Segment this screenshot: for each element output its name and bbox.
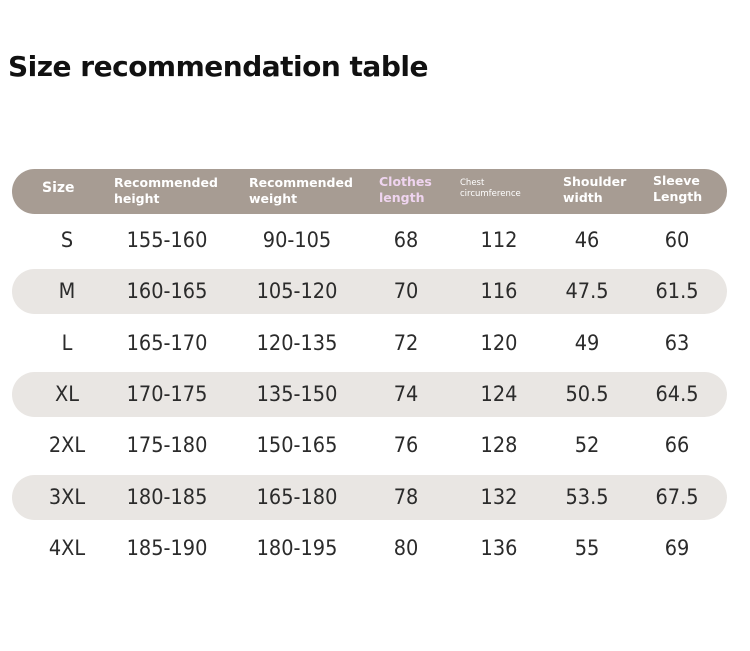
cell-shoulder: 50.5 — [565, 382, 609, 406]
cell-length: 76 — [393, 433, 419, 457]
cell-weight: 165-180 — [256, 485, 338, 509]
header-height-line2: height — [114, 191, 160, 206]
header-clothes-length: Clothes length — [379, 174, 432, 206]
header-recommended-height: Recommended height — [114, 175, 218, 207]
cell-shoulder: 49 — [574, 331, 600, 355]
cell-sleeve: 60 — [664, 228, 690, 252]
cell-sleeve: 61.5 — [655, 279, 699, 303]
cell-size: 2XL — [48, 433, 86, 457]
cell-chest: 128 — [480, 433, 518, 457]
cell-sleeve: 66 — [664, 433, 690, 457]
cell-chest: 132 — [480, 485, 518, 509]
header-weight-line1: Recommended — [249, 175, 353, 190]
header-height-line1: Recommended — [114, 175, 218, 190]
cell-shoulder: 47.5 — [565, 279, 609, 303]
cell-size: L — [61, 331, 73, 355]
cell-weight: 105-120 — [256, 279, 338, 303]
cell-height: 175-180 — [126, 433, 208, 457]
header-chest-circumference: Chest circumference — [460, 178, 521, 200]
cell-size: 4XL — [48, 536, 86, 560]
cell-chest: 112 — [480, 228, 518, 252]
cell-length: 74 — [393, 382, 419, 406]
cell-length: 80 — [393, 536, 419, 560]
header-chest-line1: Chest — [460, 178, 485, 188]
cell-size: XL — [54, 382, 80, 406]
header-weight-line2: weight — [249, 191, 298, 206]
cell-sleeve: 69 — [664, 536, 690, 560]
header-shoulder-width: Shoulder width — [563, 174, 626, 206]
cell-height: 170-175 — [126, 382, 208, 406]
table-row: S 155-160 90-105 68 112 46 60 — [12, 218, 727, 263]
table-header: Size Recommended height Recommended weig… — [12, 169, 727, 214]
cell-size: 3XL — [48, 485, 86, 509]
cell-weight: 180-195 — [256, 536, 338, 560]
cell-size: S — [60, 228, 74, 252]
cell-sleeve: 64.5 — [655, 382, 699, 406]
header-shoulder-line2: width — [563, 190, 603, 205]
header-length-line2: length — [379, 190, 425, 205]
cell-height: 165-170 — [126, 331, 208, 355]
header-shoulder-line1: Shoulder — [563, 174, 627, 189]
cell-height: 185-190 — [126, 536, 208, 560]
table-row: 2XL 175-180 150-165 76 128 52 66 — [12, 423, 727, 468]
header-size-label: Size — [42, 180, 75, 196]
table-row: XL 170-175 135-150 74 124 50.5 64.5 — [12, 372, 727, 417]
cell-weight: 90-105 — [262, 228, 332, 252]
cell-chest: 136 — [480, 536, 518, 560]
header-size: Size — [42, 179, 75, 197]
cell-weight: 135-150 — [256, 382, 338, 406]
cell-shoulder: 53.5 — [565, 485, 609, 509]
table-row: 4XL 185-190 180-195 80 136 55 69 — [12, 526, 727, 571]
cell-length: 70 — [393, 279, 419, 303]
cell-height: 160-165 — [126, 279, 208, 303]
cell-height: 180-185 — [126, 485, 208, 509]
header-sleeve-line2: Length — [653, 189, 703, 204]
header-sleeve-line1: Sleeve — [653, 173, 700, 188]
cell-shoulder: 46 — [574, 228, 600, 252]
header-length-line1: Clothes — [379, 174, 432, 189]
header-recommended-weight: Recommended weight — [249, 175, 353, 207]
cell-shoulder: 52 — [574, 433, 600, 457]
table-row: M 160-165 105-120 70 116 47.5 61.5 — [12, 269, 727, 314]
header-chest-line2: circumference — [460, 189, 521, 199]
cell-length: 78 — [393, 485, 419, 509]
cell-weight: 120-135 — [256, 331, 338, 355]
cell-chest: 120 — [480, 331, 518, 355]
header-sleeve-length: Sleeve Length — [653, 173, 702, 205]
page-title: Size recommendation table — [8, 50, 428, 83]
cell-sleeve: 63 — [664, 331, 690, 355]
table-row: L 165-170 120-135 72 120 49 63 — [12, 321, 727, 366]
cell-weight: 150-165 — [256, 433, 338, 457]
cell-chest: 124 — [480, 382, 518, 406]
cell-length: 72 — [393, 331, 419, 355]
cell-size: M — [58, 279, 76, 303]
cell-height: 155-160 — [126, 228, 208, 252]
cell-sleeve: 67.5 — [655, 485, 699, 509]
table-row: 3XL 180-185 165-180 78 132 53.5 67.5 — [12, 475, 727, 520]
cell-shoulder: 55 — [574, 536, 600, 560]
cell-length: 68 — [393, 228, 419, 252]
cell-chest: 116 — [480, 279, 518, 303]
